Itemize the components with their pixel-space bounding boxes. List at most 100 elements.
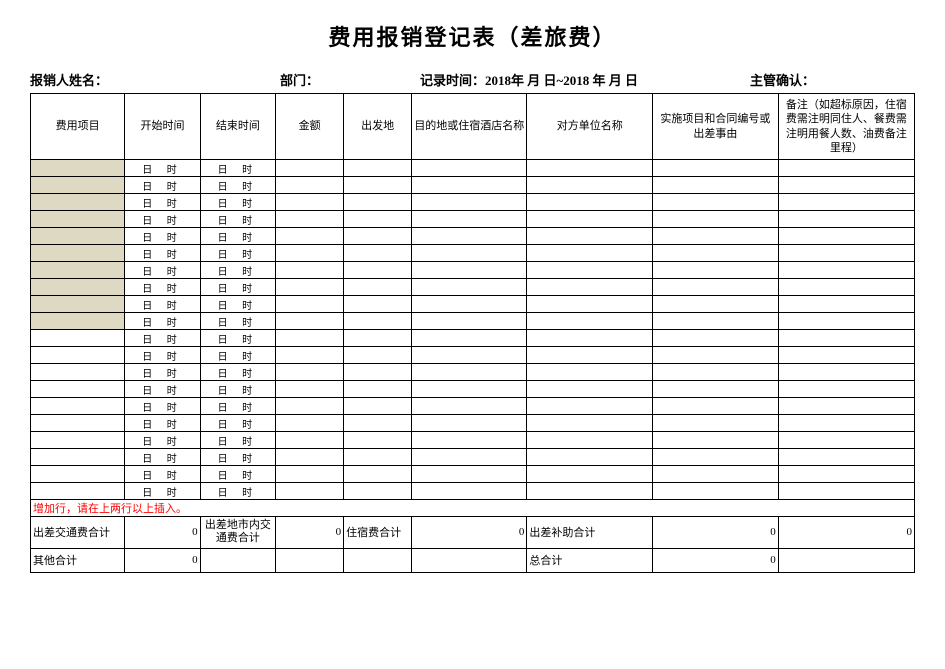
cell-empty bbox=[778, 364, 914, 381]
summary-row-1: 出差交通费合计 0 出差地市内交通费合计 0 住宿费合计 0 出差补助合计 0 … bbox=[31, 517, 915, 548]
cell-empty bbox=[344, 296, 412, 313]
summary-body: 出差交通费合计 0 出差地市内交通费合计 0 住宿费合计 0 出差补助合计 0 … bbox=[31, 517, 915, 572]
th-start: 开始时间 bbox=[125, 94, 200, 160]
cell-empty bbox=[276, 211, 344, 228]
cell-empty bbox=[778, 228, 914, 245]
cell-empty bbox=[527, 466, 653, 483]
cell-empty bbox=[778, 194, 914, 211]
label-total: 总合计 bbox=[527, 548, 653, 572]
blank-cell bbox=[276, 548, 344, 572]
cell-end-time: 日 时 bbox=[200, 296, 275, 313]
cell-empty bbox=[653, 177, 779, 194]
cell-empty bbox=[344, 483, 412, 500]
cell-empty bbox=[653, 296, 779, 313]
cell-end-time: 日 时 bbox=[200, 398, 275, 415]
cell-empty bbox=[344, 211, 412, 228]
th-dest: 目的地或住宿酒店名称 bbox=[412, 94, 527, 160]
cell-end-time: 日 时 bbox=[200, 177, 275, 194]
cell-empty bbox=[276, 296, 344, 313]
cell-empty bbox=[412, 483, 527, 500]
cell-empty bbox=[276, 160, 344, 177]
cell-end-time: 日 时 bbox=[200, 364, 275, 381]
cell-end-time: 日 时 bbox=[200, 415, 275, 432]
cell-empty bbox=[778, 313, 914, 330]
cell-empty bbox=[653, 262, 779, 279]
value-total: 0 bbox=[653, 548, 779, 572]
cell-empty bbox=[653, 330, 779, 347]
cell-empty bbox=[653, 483, 779, 500]
cell-empty bbox=[527, 194, 653, 211]
summary-row-2: 其他合计 0 总合计 0 bbox=[31, 548, 915, 572]
cell-start-time: 日 时 bbox=[125, 364, 200, 381]
cell-empty bbox=[276, 262, 344, 279]
cell-empty bbox=[527, 160, 653, 177]
cell-item bbox=[31, 364, 125, 381]
cell-empty bbox=[778, 398, 914, 415]
cell-end-time: 日 时 bbox=[200, 245, 275, 262]
cell-empty bbox=[344, 466, 412, 483]
blank-cell bbox=[778, 548, 914, 572]
cell-empty bbox=[276, 177, 344, 194]
cell-empty bbox=[344, 432, 412, 449]
cell-empty bbox=[778, 262, 914, 279]
table-row: 日 时日 时 bbox=[31, 398, 915, 415]
cell-item bbox=[31, 313, 125, 330]
cell-empty bbox=[527, 449, 653, 466]
cell-empty bbox=[412, 398, 527, 415]
table-body: 日 时日 时日 时日 时日 时日 时日 时日 时日 时日 时日 时日 时日 时日… bbox=[31, 160, 915, 500]
table-row: 日 时日 时 bbox=[31, 211, 915, 228]
cell-empty bbox=[778, 245, 914, 262]
cell-start-time: 日 时 bbox=[125, 211, 200, 228]
label-lodging: 住宿费合计 bbox=[344, 517, 412, 548]
cell-empty bbox=[527, 279, 653, 296]
table-row: 日 时日 时 bbox=[31, 415, 915, 432]
cell-empty bbox=[276, 466, 344, 483]
cell-empty bbox=[344, 415, 412, 432]
cell-empty bbox=[527, 398, 653, 415]
cell-empty bbox=[527, 245, 653, 262]
cell-end-time: 日 时 bbox=[200, 262, 275, 279]
cell-start-time: 日 时 bbox=[125, 194, 200, 211]
cell-empty bbox=[527, 415, 653, 432]
cell-empty bbox=[412, 279, 527, 296]
cell-start-time: 日 时 bbox=[125, 347, 200, 364]
th-item: 费用项目 bbox=[31, 94, 125, 160]
meta-name-label: 报销人姓名： bbox=[30, 70, 280, 89]
cell-item bbox=[31, 177, 125, 194]
cell-start-time: 日 时 bbox=[125, 415, 200, 432]
cell-empty bbox=[344, 228, 412, 245]
cell-empty bbox=[276, 432, 344, 449]
cell-empty bbox=[527, 381, 653, 398]
cell-empty bbox=[344, 330, 412, 347]
cell-empty bbox=[276, 381, 344, 398]
cell-end-time: 日 时 bbox=[200, 381, 275, 398]
table-row: 日 时日 时 bbox=[31, 160, 915, 177]
cell-empty bbox=[412, 296, 527, 313]
cell-empty bbox=[276, 245, 344, 262]
cell-item bbox=[31, 466, 125, 483]
cell-empty bbox=[344, 177, 412, 194]
cell-empty bbox=[778, 381, 914, 398]
th-amount: 金额 bbox=[276, 94, 344, 160]
cell-empty bbox=[412, 449, 527, 466]
cell-item bbox=[31, 432, 125, 449]
cell-empty bbox=[412, 415, 527, 432]
cell-empty bbox=[344, 279, 412, 296]
cell-empty bbox=[344, 262, 412, 279]
cell-empty bbox=[344, 364, 412, 381]
th-proj: 实施项目和合同编号或出差事由 bbox=[653, 94, 779, 160]
cell-empty bbox=[276, 228, 344, 245]
cell-empty bbox=[653, 466, 779, 483]
cell-start-time: 日 时 bbox=[125, 449, 200, 466]
th-party: 对方单位名称 bbox=[527, 94, 653, 160]
value-travel-transport: 0 bbox=[125, 517, 200, 548]
cell-start-time: 日 时 bbox=[125, 466, 200, 483]
cell-start-time: 日 时 bbox=[125, 245, 200, 262]
cell-empty bbox=[653, 228, 779, 245]
cell-end-time: 日 时 bbox=[200, 313, 275, 330]
cell-empty bbox=[276, 398, 344, 415]
cell-empty bbox=[527, 347, 653, 364]
table-row: 日 时日 时 bbox=[31, 279, 915, 296]
th-depart: 出发地 bbox=[344, 94, 412, 160]
cell-empty bbox=[778, 177, 914, 194]
